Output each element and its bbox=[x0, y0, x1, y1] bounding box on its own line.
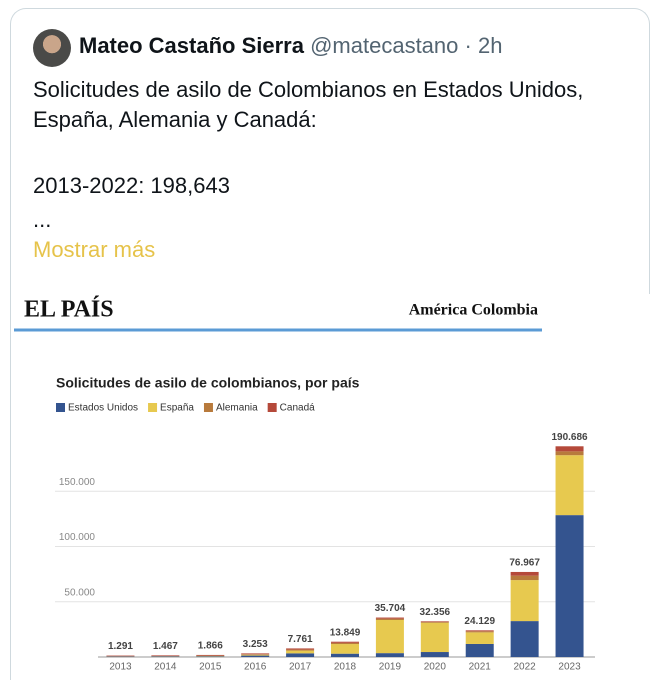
show-more[interactable]: Mostrar más bbox=[33, 237, 156, 262]
legend-swatch bbox=[56, 403, 65, 412]
bar-segment bbox=[331, 644, 359, 654]
tweet-text: Solicitudes de asilo de Colombianos en E… bbox=[33, 77, 584, 132]
x-tick-label: 2017 bbox=[289, 662, 312, 673]
bar-segment bbox=[465, 630, 494, 632]
bar-segment bbox=[241, 654, 270, 656]
bar-segment bbox=[465, 631, 494, 633]
bar-segment bbox=[510, 580, 539, 622]
x-tick-label: 2020 bbox=[424, 662, 447, 673]
bar-segment bbox=[375, 653, 404, 657]
bar-segment bbox=[555, 455, 584, 516]
y-tick-label: 100.000 bbox=[59, 532, 96, 543]
brand: EL PAÍS bbox=[24, 297, 114, 323]
y-tick-label: 150.000 bbox=[59, 477, 96, 488]
bar-segment bbox=[555, 515, 584, 657]
total-label: 24.129 bbox=[464, 616, 495, 627]
section: América Colombia bbox=[409, 302, 538, 319]
legend-swatch bbox=[148, 403, 158, 412]
bar-segment bbox=[510, 575, 539, 581]
total-label: 32.356 bbox=[420, 607, 451, 618]
tweet-text: 2013-2022: 198,643 bbox=[33, 173, 230, 198]
x-tick-label: 2015 bbox=[199, 662, 222, 673]
bar-segment bbox=[151, 656, 180, 657]
image-background bbox=[14, 294, 655, 680]
total-label: 3.253 bbox=[243, 639, 268, 650]
tweet-card: Mateo Castaño Sierra @matecastano · 2h S… bbox=[10, 8, 650, 680]
bar-segment bbox=[331, 653, 359, 657]
total-label: 1.467 bbox=[153, 641, 178, 652]
bar-segment bbox=[420, 621, 449, 622]
bar-segment bbox=[420, 622, 449, 653]
bar-segment bbox=[241, 654, 270, 655]
chart-title: Solicitudes de asilo de colombianos, por… bbox=[56, 375, 360, 391]
tweet-text: ... bbox=[33, 207, 52, 232]
y-tick-label: 50.000 bbox=[64, 587, 95, 598]
total-label: 76.967 bbox=[509, 558, 540, 569]
author-handle[interactable]: @matecastano bbox=[310, 33, 459, 58]
total-label: 7.761 bbox=[288, 634, 313, 645]
bar-segment bbox=[196, 656, 225, 657]
x-tick-label: 2016 bbox=[244, 662, 267, 673]
bar-segment bbox=[555, 451, 584, 456]
legend-label: Canadá bbox=[280, 403, 315, 414]
bar-segment bbox=[241, 655, 270, 657]
bar-segment bbox=[420, 652, 449, 657]
bar-segment bbox=[375, 619, 404, 654]
bar-segment bbox=[331, 641, 359, 643]
x-tick-label: 2018 bbox=[334, 662, 357, 673]
legend-label: Estados Unidos bbox=[68, 403, 138, 414]
x-tick-label: 2019 bbox=[379, 662, 402, 673]
avatar[interactable] bbox=[33, 29, 71, 67]
total-label: 190.686 bbox=[551, 432, 588, 443]
bar-segment bbox=[510, 621, 539, 657]
bar-segment bbox=[241, 653, 270, 655]
x-tick-label: 2021 bbox=[469, 662, 492, 673]
bar-segment bbox=[331, 642, 359, 645]
x-tick-label: 2023 bbox=[558, 662, 581, 673]
x-tick-label: 2014 bbox=[154, 662, 177, 673]
author-name[interactable]: Mateo Castaño Sierra bbox=[79, 33, 304, 58]
bar-segment bbox=[375, 618, 404, 620]
total-label: 1.866 bbox=[198, 641, 223, 652]
bar-segment bbox=[151, 655, 180, 657]
x-tick-label: 2022 bbox=[514, 662, 537, 673]
legend-swatch bbox=[203, 403, 213, 412]
bar-segment bbox=[196, 654, 225, 656]
bar-segment bbox=[106, 655, 135, 657]
tweet-header: Mateo Castaño Sierra @matecastano · 2h bbox=[79, 33, 502, 59]
legend-swatch bbox=[267, 403, 277, 412]
bar-segment bbox=[286, 653, 315, 657]
bar-segment bbox=[510, 571, 539, 576]
bar-segment bbox=[465, 632, 494, 644]
x-tick-label: 2013 bbox=[109, 662, 132, 673]
total-label: 1.291 bbox=[108, 641, 133, 652]
bar-segment bbox=[420, 621, 449, 623]
bar-segment bbox=[286, 648, 315, 650]
bar-segment bbox=[465, 643, 494, 657]
total-label: 35.704 bbox=[375, 603, 406, 614]
separator: · bbox=[458, 33, 478, 58]
total-label: 13.849 bbox=[330, 627, 361, 638]
bar-segment bbox=[555, 446, 584, 452]
bar-segment bbox=[375, 617, 404, 619]
legend-label: Alemania bbox=[216, 403, 258, 414]
legend-label: España bbox=[160, 403, 194, 414]
bar-segment bbox=[286, 650, 315, 654]
bar-segment bbox=[286, 649, 315, 651]
tweet-time[interactable]: 2h bbox=[477, 33, 503, 58]
